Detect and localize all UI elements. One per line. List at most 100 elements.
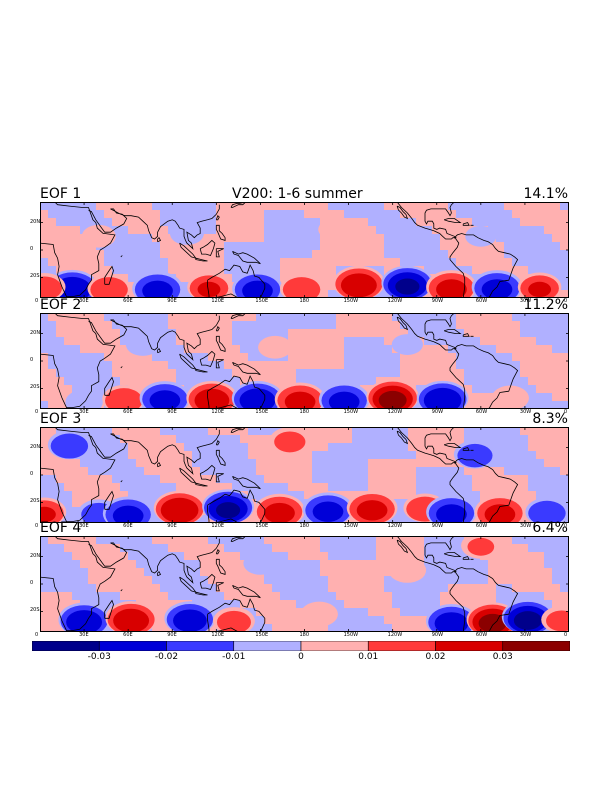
background-cell xyxy=(368,321,377,330)
background-cell xyxy=(272,210,281,219)
background-cell xyxy=(408,616,417,625)
background-cell xyxy=(544,451,553,460)
coastline xyxy=(179,242,197,259)
background-cell xyxy=(128,210,137,219)
background-cell xyxy=(528,361,537,370)
background-cell xyxy=(120,242,129,251)
background-cell xyxy=(232,337,241,346)
background-cell xyxy=(376,290,385,298)
x-tick-label: 120E xyxy=(211,523,225,529)
background-cell xyxy=(408,427,417,436)
background-cell xyxy=(112,329,121,338)
background-cell xyxy=(392,210,401,219)
background-cell xyxy=(488,459,497,468)
background-cell xyxy=(536,483,545,492)
x-tick-label: 120W xyxy=(387,409,403,415)
background-cell xyxy=(392,361,401,370)
background-cell xyxy=(96,385,105,394)
background-cell xyxy=(464,427,473,436)
coastline xyxy=(396,316,409,331)
background-cell xyxy=(504,361,513,370)
background-cell xyxy=(208,584,217,593)
background-cell xyxy=(512,242,521,251)
background-cell xyxy=(360,329,369,338)
background-cell xyxy=(456,475,465,484)
background-cell xyxy=(304,242,313,251)
background-cell xyxy=(360,321,369,330)
background-cell xyxy=(176,467,185,476)
background-cell xyxy=(256,435,265,444)
background-cell xyxy=(88,250,97,259)
background-cell xyxy=(160,226,169,235)
background-cell xyxy=(176,435,185,444)
background-cell xyxy=(208,313,217,322)
background-cell xyxy=(280,483,289,492)
background-cell xyxy=(480,475,489,484)
background-cell xyxy=(544,321,553,330)
background-cell xyxy=(368,427,377,436)
background-cell xyxy=(160,592,169,601)
background-cell xyxy=(368,242,377,251)
x-tick-label: 60E xyxy=(123,523,133,529)
background-cell xyxy=(392,218,401,227)
background-cell xyxy=(304,560,313,569)
background-cell xyxy=(224,568,233,577)
background-cell xyxy=(104,345,113,354)
background-cell xyxy=(288,361,297,370)
background-cell xyxy=(224,242,233,251)
background-cell xyxy=(536,258,545,267)
background-cell xyxy=(152,210,161,219)
background-cell xyxy=(216,377,225,386)
x-tick-label: 30E xyxy=(79,298,89,304)
background-cell xyxy=(536,337,545,346)
background-cell xyxy=(240,242,249,251)
background-cell xyxy=(64,576,73,585)
background-cell xyxy=(72,321,81,330)
background-cell xyxy=(184,258,193,267)
background-cell xyxy=(296,552,305,561)
background-cell xyxy=(536,369,545,378)
background-cell xyxy=(152,600,161,609)
background-cell xyxy=(408,451,417,460)
background-cell xyxy=(232,451,241,460)
background-cell xyxy=(144,475,153,484)
background-cell xyxy=(520,552,529,561)
background-cell xyxy=(368,467,377,476)
background-cell xyxy=(408,258,417,267)
background-cell xyxy=(192,536,201,545)
background-cell xyxy=(88,313,97,322)
background-cell xyxy=(176,361,185,370)
coastline xyxy=(449,567,519,632)
background-cell xyxy=(504,576,513,585)
background-cell xyxy=(352,443,361,452)
background-cell xyxy=(488,592,497,601)
background-cell xyxy=(296,234,305,243)
background-cell xyxy=(288,321,297,330)
background-cell xyxy=(168,576,177,585)
background-cell xyxy=(504,377,513,386)
background-cell xyxy=(208,329,217,338)
background-cell xyxy=(392,369,401,378)
background-cell xyxy=(544,475,553,484)
background-cell xyxy=(552,329,561,338)
background-cell xyxy=(144,329,153,338)
background-cell xyxy=(176,329,185,338)
background-cell xyxy=(160,202,169,211)
background-cell xyxy=(328,242,337,251)
background-cell xyxy=(192,361,201,370)
background-cell xyxy=(208,576,217,585)
background-cell xyxy=(56,560,65,569)
background-cell xyxy=(312,266,321,275)
background-cell xyxy=(216,337,225,346)
background-cell xyxy=(64,483,73,492)
background-cell xyxy=(472,435,481,444)
background-cell xyxy=(368,483,377,492)
background-cell xyxy=(408,218,417,227)
background-cell xyxy=(504,266,513,275)
background-cell xyxy=(264,226,273,235)
background-cell xyxy=(496,560,505,569)
background-cell xyxy=(344,234,353,243)
background-cell xyxy=(512,202,521,211)
background-cell xyxy=(256,536,265,545)
background-cell xyxy=(104,592,113,601)
